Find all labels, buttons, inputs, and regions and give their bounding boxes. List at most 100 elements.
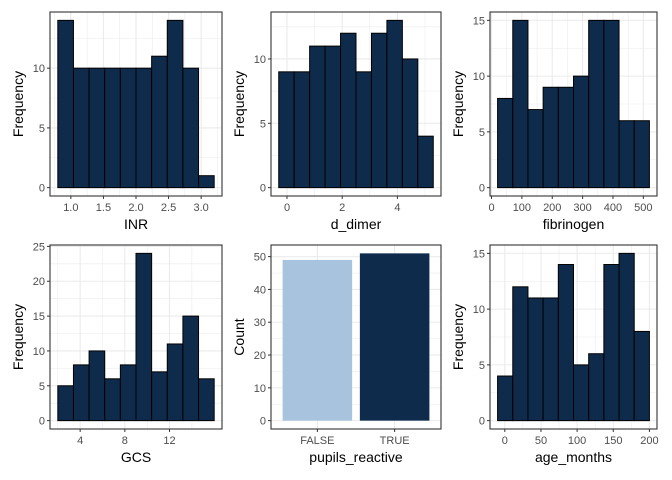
y-axis-title: Count [231, 318, 247, 355]
panel-border [270, 11, 442, 197]
histogram-bar [512, 286, 529, 422]
x-axis-title: INR [124, 216, 148, 232]
histogram-bar [135, 252, 153, 422]
chart-panel-fibrinogen: 0 5 10 15 0 100 200 300 400 500 fibrinogen Frequenc… [450, 11, 658, 232]
x-tick-label: 150 [604, 435, 622, 447]
histogram-bar [57, 19, 74, 189]
x-tick-label: 200 [543, 202, 561, 214]
histogram-bar [618, 120, 635, 189]
x-tick-label: 50 [535, 435, 547, 447]
chart-panel-pupils_reactive: 0 10 20 30 40 50 FALSE TRUE pupils_reactive Count [231, 244, 442, 465]
x-tick-label: 2 [339, 202, 345, 214]
y-tick-label: 25 [33, 241, 45, 253]
panel-border [49, 244, 223, 430]
histogram-bar [340, 32, 357, 189]
histogram-bar [135, 67, 153, 189]
y-tick-label: 15 [33, 311, 45, 323]
histogram-bar [573, 364, 590, 422]
y-tick-label: 0 [39, 416, 45, 428]
y-tick-label: 10 [33, 346, 45, 358]
histogram-bar [57, 385, 74, 422]
histogram-bar [104, 67, 121, 189]
y-axis-title: Frequency [450, 304, 466, 370]
histogram-bar [198, 378, 215, 422]
x-tick-label: 12 [163, 435, 175, 447]
bars [57, 252, 215, 422]
histogram-bar [166, 19, 184, 189]
bar-false [282, 259, 353, 421]
x-tick-label: 500 [634, 202, 652, 214]
histogram-bar [557, 264, 574, 422]
chart-panel-GCS: 0 5 10 15 20 25 4 8 12 GCS Frequency [10, 241, 223, 465]
x-tick-label: 2.5 [161, 202, 176, 214]
y-tick-label: 0 [479, 183, 485, 195]
x-axis-title: age_months [535, 449, 612, 465]
histogram-bar [588, 19, 605, 189]
histogram-bar [151, 371, 168, 422]
x-tick-label: 100 [568, 435, 586, 447]
histogram-bar [88, 350, 106, 422]
x-tick-label: 4 [77, 435, 83, 447]
y-axis-title: Frequency [10, 304, 26, 370]
bar-true [359, 253, 430, 421]
histogram-bar [542, 297, 559, 422]
histogram-bar [278, 71, 295, 189]
x-tick-label: 200 [640, 435, 658, 447]
chart-panel-INR: 0 5 10 1.0 1.5 2.0 2.5 3.0 INR Frequency [10, 11, 223, 232]
y-tick-label: 5 [39, 123, 45, 135]
y-tick-label: 15 [473, 15, 485, 27]
histogram-bar [309, 45, 326, 189]
histogram-bar [512, 19, 529, 189]
y-tick-label: 30 [254, 317, 266, 329]
histogram-bar [166, 343, 184, 422]
x-tick-label: 0 [502, 435, 508, 447]
y-axis-title: Frequency [450, 71, 466, 137]
histogram-bar [633, 120, 650, 189]
histogram-bar [603, 19, 620, 189]
y-tick-label: 50 [254, 252, 266, 264]
histogram-bar [588, 353, 605, 422]
y-tick-label: 0 [39, 183, 45, 195]
histogram-bar [401, 58, 419, 189]
x-category-label: FALSE [300, 435, 334, 447]
x-tick-label: 400 [604, 202, 622, 214]
histogram-bar [417, 135, 434, 189]
histogram-bar [573, 75, 590, 189]
y-tick-label: 0 [260, 416, 266, 428]
y-axis-title: Frequency [231, 71, 247, 137]
histogram-bar [386, 19, 403, 189]
y-tick-label: 10 [33, 63, 45, 75]
panel-border [489, 244, 658, 430]
histogram-bar [542, 86, 559, 189]
x-tick-label: 0 [488, 202, 494, 214]
y-tick-label: 40 [254, 284, 266, 296]
y-tick-label: 10 [473, 71, 485, 83]
histogram-bar [497, 97, 514, 189]
histogram-bar [370, 32, 388, 189]
histogram-bar [119, 364, 137, 422]
bars [278, 19, 434, 189]
y-axis-title: Frequency [10, 71, 26, 137]
bars [497, 19, 650, 189]
y-tick-label: 20 [254, 350, 266, 362]
panel-border [270, 244, 442, 430]
x-axis-title: GCS [121, 449, 151, 465]
x-category-label: TRUE [380, 435, 410, 447]
y-tick-label: 5 [479, 127, 485, 139]
x-axis-title: fibrinogen [543, 216, 605, 232]
x-tick-label: 4 [394, 202, 400, 214]
x-axis-title: pupils_reactive [309, 449, 403, 465]
histogram-bar [618, 252, 635, 422]
histogram-bar [293, 71, 311, 189]
x-tick-label: 0 [284, 202, 290, 214]
x-tick-label: 3.0 [194, 202, 209, 214]
y-tick-label: 5 [479, 360, 485, 372]
y-tick-label: 5 [39, 381, 45, 393]
histogram-bar [119, 67, 137, 189]
histogram-bar [182, 67, 200, 189]
histogram-bar [324, 45, 342, 189]
y-tick-label: 10 [473, 304, 485, 316]
histogram-bar [527, 109, 544, 189]
